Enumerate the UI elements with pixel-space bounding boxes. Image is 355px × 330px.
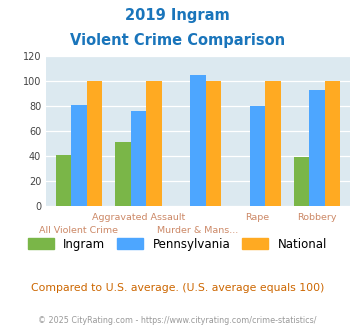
Bar: [131, 111, 146, 206]
Text: Robbery: Robbery: [297, 213, 337, 222]
Text: Violent Crime Comparison: Violent Crime Comparison: [70, 33, 285, 48]
Bar: [309, 90, 325, 206]
Bar: [294, 157, 309, 206]
Bar: [206, 81, 221, 206]
Text: © 2025 CityRating.com - https://www.cityrating.com/crime-statistics/: © 2025 CityRating.com - https://www.city…: [38, 315, 317, 325]
Bar: [115, 143, 131, 206]
Bar: [325, 81, 340, 206]
Bar: [190, 75, 206, 206]
Bar: [250, 106, 265, 206]
Legend: Ingram, Pennsylvania, National: Ingram, Pennsylvania, National: [23, 233, 332, 255]
Text: Rape: Rape: [245, 213, 269, 222]
Text: Compared to U.S. average. (U.S. average equals 100): Compared to U.S. average. (U.S. average …: [31, 283, 324, 293]
Text: All Violent Crime: All Violent Crime: [39, 226, 118, 235]
Text: Aggravated Assault: Aggravated Assault: [92, 213, 185, 222]
Bar: [71, 105, 87, 206]
Bar: [56, 155, 71, 206]
Bar: [146, 81, 162, 206]
Bar: [265, 81, 281, 206]
Bar: [87, 81, 102, 206]
Text: 2019 Ingram: 2019 Ingram: [125, 8, 230, 23]
Text: Murder & Mans...: Murder & Mans...: [157, 226, 239, 235]
